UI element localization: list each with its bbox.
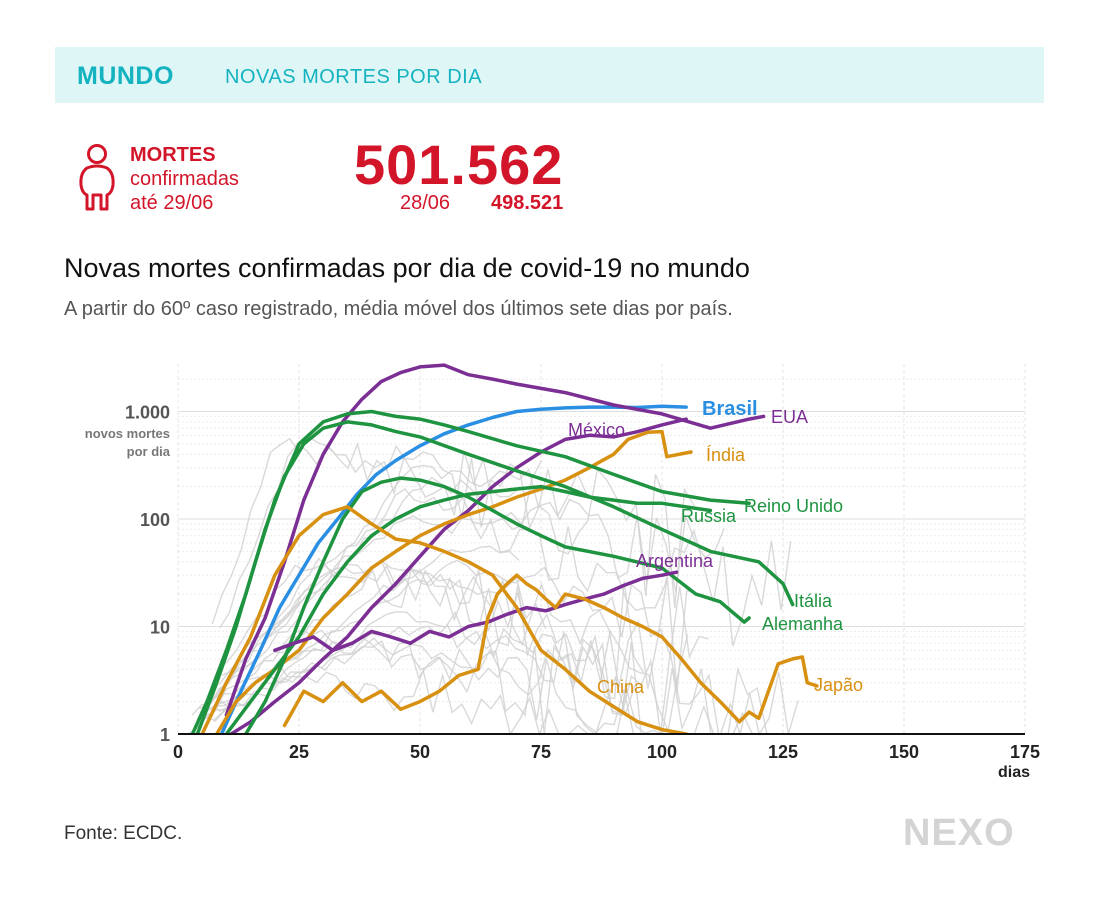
brand-logo: NEXO <box>903 812 1015 854</box>
chart-subtitle: A partir do 60º caso registrado, média m… <box>64 298 733 320</box>
series-line-argentina <box>273 570 679 653</box>
background-country-line <box>215 629 777 735</box>
x-tick-label: 150 <box>889 742 919 762</box>
series-label: Japão <box>814 675 863 695</box>
y-tick-label: 100 <box>140 510 170 530</box>
background-country-line <box>187 640 799 737</box>
series-line-índia <box>215 429 693 733</box>
background-country-line <box>191 488 725 716</box>
source-note: Fonte: ECDC. <box>64 823 183 844</box>
series-line-eua <box>224 363 766 717</box>
background-country-line <box>217 562 645 700</box>
series-line-alemanha <box>244 476 751 733</box>
x-tick-label: 25 <box>289 742 309 762</box>
y-tick-label: 1 <box>160 725 170 745</box>
background-country-line <box>199 545 520 720</box>
series-line-itália <box>191 420 795 733</box>
kpi-value: 501.562 <box>354 133 564 196</box>
series-label: Russia <box>681 506 737 526</box>
x-axis-label: dias <box>998 764 1030 781</box>
section-subtitle: NOVAS MORTES POR DIA <box>225 66 483 88</box>
series-label: EUA <box>771 407 808 427</box>
series-label: China <box>597 677 645 697</box>
kpi-label-bold: MORTES <box>130 144 216 166</box>
y-axis-label: por dia <box>127 444 171 459</box>
x-tick-label: 50 <box>410 742 430 762</box>
background-country-line <box>212 610 689 733</box>
kpi-label: MORTES confirmadas até 29/06 <box>130 143 239 215</box>
person-icon <box>79 144 115 211</box>
series-label: Itália <box>794 591 833 611</box>
x-tick-label: 175 <box>1010 742 1040 762</box>
background-country-line <box>211 436 543 625</box>
section-banner: MUNDO NOVAS MORTES POR DIA <box>55 47 1044 103</box>
chart-title: Novas mortes confirmadas por dia de covi… <box>64 253 750 283</box>
y-tick-label: 10 <box>150 618 170 638</box>
kpi-prev-date: 28/06 <box>400 192 451 214</box>
kpi-label-line2: confirmadas <box>130 168 239 190</box>
series-line-china <box>200 505 688 733</box>
series-line-russia <box>224 484 713 733</box>
series-label: México <box>568 420 625 440</box>
x-tick-label: 0 <box>173 742 183 762</box>
x-tick-label: 125 <box>768 742 798 762</box>
series-label: Argentina <box>636 551 714 571</box>
series-label: Brasil <box>702 398 758 420</box>
background-country-line <box>200 662 801 737</box>
background-country-line <box>205 623 642 734</box>
y-axis-label: novos mortes <box>85 426 170 441</box>
x-tick-label: 75 <box>531 742 551 762</box>
series-label: Alemanha <box>762 614 844 634</box>
background-country-line <box>221 557 697 692</box>
kpi-label-line3: até 29/06 <box>130 192 214 214</box>
background-country-line <box>218 637 636 734</box>
series-label: Índia <box>706 445 746 465</box>
y-tick-label: 1.000 <box>125 403 170 423</box>
x-tick-label: 100 <box>647 742 677 762</box>
series-line-japão <box>282 573 819 728</box>
section-title: MUNDO <box>77 62 174 90</box>
series-label: Reino Unido <box>744 496 843 516</box>
kpi-prev-value: 498.521 <box>491 192 564 214</box>
